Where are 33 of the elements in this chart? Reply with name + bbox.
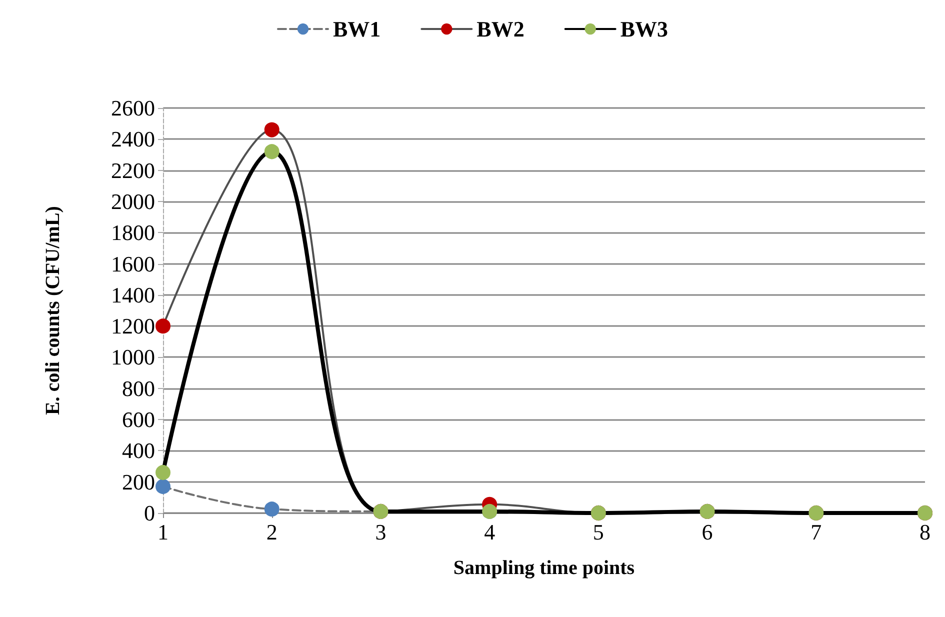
point <box>156 479 170 494</box>
point <box>264 122 280 138</box>
x-tick-label: 2 <box>266 520 278 544</box>
y-tick-label: 1200 <box>111 314 155 339</box>
y-tick-label: 200 <box>122 469 155 494</box>
legend-label: BW3 <box>620 16 668 42</box>
x-tick-label: 4 <box>484 520 496 544</box>
y-axis-title: E. coli counts (CFU/mL) <box>42 206 64 415</box>
x-tick-label: 8 <box>920 520 930 544</box>
legend-label: BW1 <box>332 16 381 42</box>
point <box>264 502 280 517</box>
y-tick-label: 2000 <box>111 188 155 214</box>
x-tick-label: 5 <box>592 520 604 544</box>
point <box>156 318 170 334</box>
y-tick-label: 600 <box>122 407 155 432</box>
y-tick-label: 2200 <box>111 158 155 183</box>
x-tick-label: 6 <box>702 520 713 544</box>
y-tick-label: 2400 <box>111 126 155 152</box>
point <box>264 144 280 160</box>
y-tick-label: 2600 <box>111 96 155 120</box>
x-axis-title: Sampling time points <box>453 557 635 579</box>
y-tick-label: 400 <box>122 438 155 464</box>
y-tick-label: 1800 <box>111 220 155 246</box>
y-tick-label: 800 <box>122 376 155 401</box>
y-tick-label: 1400 <box>111 282 155 308</box>
legend-label: BW2 <box>476 16 524 42</box>
y-tick-label: 1000 <box>111 344 155 370</box>
y-tick-label: 1600 <box>111 251 155 276</box>
x-tick-label: 7 <box>810 520 822 544</box>
x-tick-label: 1 <box>158 520 168 544</box>
x-tick-label: 3 <box>375 520 386 544</box>
y-tick-label: 0 <box>144 500 155 526</box>
point <box>156 465 170 480</box>
